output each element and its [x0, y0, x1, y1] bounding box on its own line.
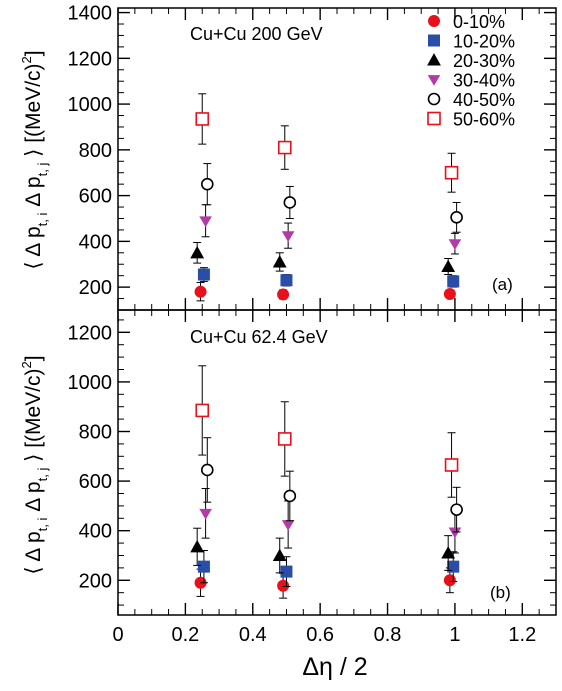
data-point [197, 560, 210, 573]
data-point [448, 527, 462, 539]
legend-label: 0-10% [453, 12, 505, 32]
series-0-10% [194, 567, 456, 599]
data-point [450, 503, 463, 516]
data-point [450, 211, 463, 224]
y-axis-title-b: ⟨ Δ pt, i Δ pt, j ⟩ [(MeV/c)2] [19, 355, 50, 574]
marks-layer [190, 93, 463, 599]
data-point [197, 268, 210, 281]
panel-b-tag: (b) [490, 583, 511, 602]
y-tick-label: 200 [79, 277, 112, 299]
panel-b-frame [117, 309, 557, 616]
series-30-40% [199, 204, 462, 255]
data-point [441, 259, 456, 273]
legend-label: 30-40% [453, 71, 515, 91]
data-point [447, 560, 460, 573]
data-point [200, 463, 214, 477]
legend-label: 40-50% [453, 90, 515, 110]
data-point [448, 239, 462, 250]
series-20-30% [190, 527, 456, 574]
y-tick-label: 800 [79, 422, 112, 444]
data-point [444, 165, 459, 180]
legend-marker [428, 34, 440, 47]
data-point [277, 140, 292, 155]
series-30-40% [199, 488, 462, 554]
data-point [194, 285, 207, 298]
data-point [441, 546, 456, 559]
legend-marker [428, 15, 440, 27]
legend: 0-10%10-20%20-30%30-40%40-50%50-60% [427, 12, 515, 130]
y-tick-label: 1200 [68, 322, 113, 344]
legend-label: 50-60% [453, 110, 515, 130]
data-point [277, 288, 290, 301]
data-point [272, 255, 287, 268]
data-point [443, 574, 456, 587]
panel-a-tag: (a) [492, 275, 513, 294]
series-10-20% [197, 267, 460, 288]
x-tick-label: 0.6 [306, 624, 334, 646]
y-tick-label: 600 [79, 471, 112, 493]
data-point [199, 508, 212, 520]
y-tick-label: 200 [79, 570, 112, 592]
data-point [195, 112, 210, 126]
data-point [280, 274, 293, 287]
data-point [283, 489, 297, 503]
ticks-layer: 200 400 600 800 1000 1200 1400 200 400 600 800 1000… [68, 3, 556, 646]
series-0-10% [194, 282, 456, 302]
x-tick-label: 0.4 [239, 624, 267, 646]
data-point [281, 231, 295, 242]
data-point [283, 196, 297, 209]
data-point [277, 579, 290, 592]
legend-label: 20-30% [453, 51, 515, 71]
x-tick-label: 0.2 [171, 624, 199, 646]
y-tick-label: 1000 [68, 94, 113, 116]
y-tick-label: 400 [79, 231, 112, 253]
y-tick-label: 1200 [68, 48, 113, 70]
series-50-60% [195, 93, 459, 193]
data-point [444, 458, 459, 472]
series-40-50% [200, 437, 463, 533]
y-tick-label: 800 [79, 140, 112, 162]
panel-b-title: Cu+Cu 62.4 GeV [190, 327, 328, 347]
data-point [272, 548, 287, 562]
series-20-30% [190, 242, 456, 276]
legend-marker [427, 75, 441, 86]
series-10-20% [197, 550, 460, 587]
data-point [200, 177, 214, 191]
y-tick-label: 600 [79, 186, 112, 208]
legend-marker [427, 111, 441, 126]
y-tick-label: 400 [79, 521, 112, 543]
data-point [190, 539, 205, 553]
x-tick-label: 1.2 [508, 624, 536, 646]
series-50-60% [195, 365, 459, 498]
panel-a-title: Cu+Cu 200 GeV [190, 24, 323, 44]
y-tick-label: 1400 [68, 3, 113, 25]
data-point [195, 403, 210, 418]
data-point [280, 565, 293, 578]
legend-label: 10-20% [453, 32, 515, 52]
x-axis-title: Δη / 2 [302, 653, 367, 681]
data-point [277, 432, 292, 446]
x-tick-label: 0.8 [374, 624, 402, 646]
data-point [443, 287, 456, 300]
series-40-50% [200, 163, 463, 233]
data-point [199, 216, 212, 228]
legend-marker [427, 92, 441, 106]
x-tick-label: 1 [449, 624, 460, 646]
data-point [447, 275, 460, 288]
x-tick-label: 0 [112, 624, 123, 646]
data-point [281, 520, 295, 531]
y-axis-title-a: ⟨ Δ pt, i Δ pt, j ⟩ [(MeV/c)2] [19, 50, 50, 269]
legend-marker [427, 53, 441, 66]
data-point [190, 245, 205, 259]
y-tick-label: 1000 [68, 372, 113, 394]
